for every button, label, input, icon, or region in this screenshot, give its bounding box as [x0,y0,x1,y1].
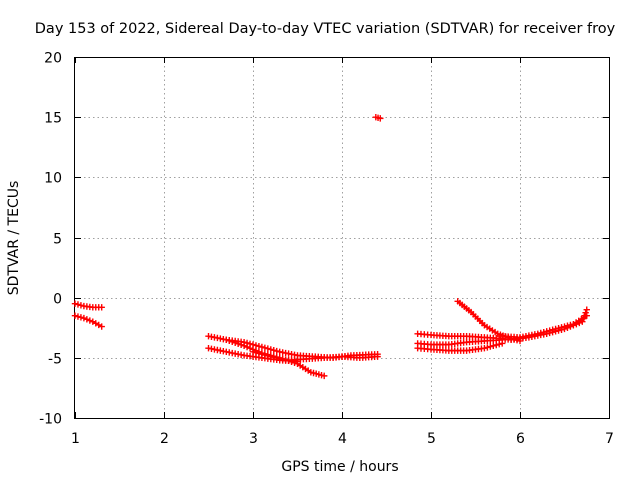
data-point [583,306,590,313]
y-tick-label: 15 [44,111,62,127]
data-point [270,347,277,354]
data-point [261,351,269,359]
data-point [234,340,242,347]
data-point [581,312,588,319]
series-arc-3f [507,306,590,343]
x-tick-label: 2 [160,431,169,447]
data-point [543,330,550,337]
data-point [555,327,562,334]
data-point [564,324,571,331]
data-point [74,301,82,308]
data-point [71,312,79,319]
data-point [579,318,586,325]
data-series [71,113,590,380]
y-tick-label: 0 [53,292,62,308]
data-point [558,326,565,333]
y-tick-label: -10 [39,412,62,428]
data-point [71,300,79,307]
data-point [377,115,384,122]
y-tick-label: 20 [44,51,62,67]
data-point [223,336,230,343]
series-arc-1a [71,300,105,311]
y-axis-label: SDTVAR / TECUs [6,181,22,296]
data-point [573,320,580,328]
data-point [321,372,328,380]
data-point [83,316,91,323]
data-point [98,323,105,330]
y-tick-label: -5 [48,352,62,368]
data-point [243,343,251,351]
data-point [267,346,274,353]
data-point [582,309,589,316]
data-point [264,345,272,352]
data-point [258,351,266,358]
data-point [255,350,263,357]
data-point [232,339,239,346]
data-point [490,342,497,349]
series-arc-1b [71,312,105,330]
x-tick-label: 1 [71,431,80,447]
data-point [77,314,85,321]
x-tick-label: 5 [427,431,436,447]
data-point [229,338,236,345]
data-point [481,345,488,352]
data-point [549,328,556,336]
data-point [264,352,272,360]
data-point [246,345,254,352]
data-point [237,341,245,348]
x-tick-label: 6 [516,431,525,447]
x-axis-label: GPS time / hours [281,459,398,475]
x-tick-label: 7 [605,431,614,447]
chart-title: Day 153 of 2022, Sidereal Day-to-day VTE… [35,21,616,37]
data-point [80,314,88,322]
series-outlier [372,113,384,122]
data-point [576,319,583,327]
y-tick-label: 10 [44,171,62,187]
data-point [487,343,494,350]
data-point [77,302,85,309]
data-point [567,323,574,330]
data-point [252,349,260,356]
plot-frame [74,57,610,419]
data-point [374,353,381,360]
data-point [546,329,553,337]
data-point [484,344,491,351]
data-point [98,304,105,311]
data-point [240,342,248,349]
data-point [255,343,263,350]
data-point [580,315,587,322]
series-arc-2d [249,348,381,364]
data-point [261,344,269,352]
data-point [74,313,82,320]
data-point [552,328,559,335]
data-point [258,343,266,351]
data-point [226,337,233,344]
data-point [86,317,94,324]
tick-labels: 1 2 3 4 5 6 7 -10 -5 0 5 10 15 20 [39,51,614,448]
data-point [561,325,568,333]
x-tick-label: 4 [338,431,347,447]
x-tick-label: 3 [249,431,258,447]
data-point [570,322,577,329]
grid-lines [75,57,609,418]
y-tick-label: 5 [53,232,62,248]
data-point [273,347,280,355]
data-point [249,348,257,356]
